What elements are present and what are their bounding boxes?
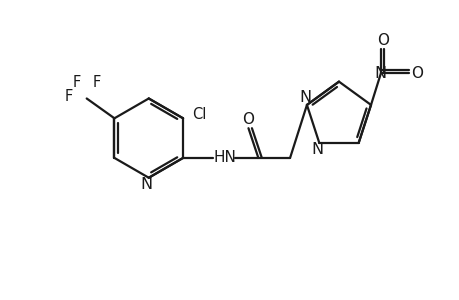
Text: F: F: [73, 75, 81, 90]
Text: O: O: [376, 33, 388, 48]
Text: O: O: [242, 112, 254, 127]
Text: F: F: [92, 75, 101, 90]
Text: O: O: [411, 66, 423, 81]
Text: N: N: [310, 142, 323, 157]
Text: N: N: [298, 91, 310, 106]
Text: F: F: [65, 89, 73, 104]
Text: Cl: Cl: [191, 107, 206, 122]
Text: N: N: [374, 66, 386, 81]
Text: HN: HN: [213, 150, 235, 165]
Text: N: N: [140, 177, 152, 192]
